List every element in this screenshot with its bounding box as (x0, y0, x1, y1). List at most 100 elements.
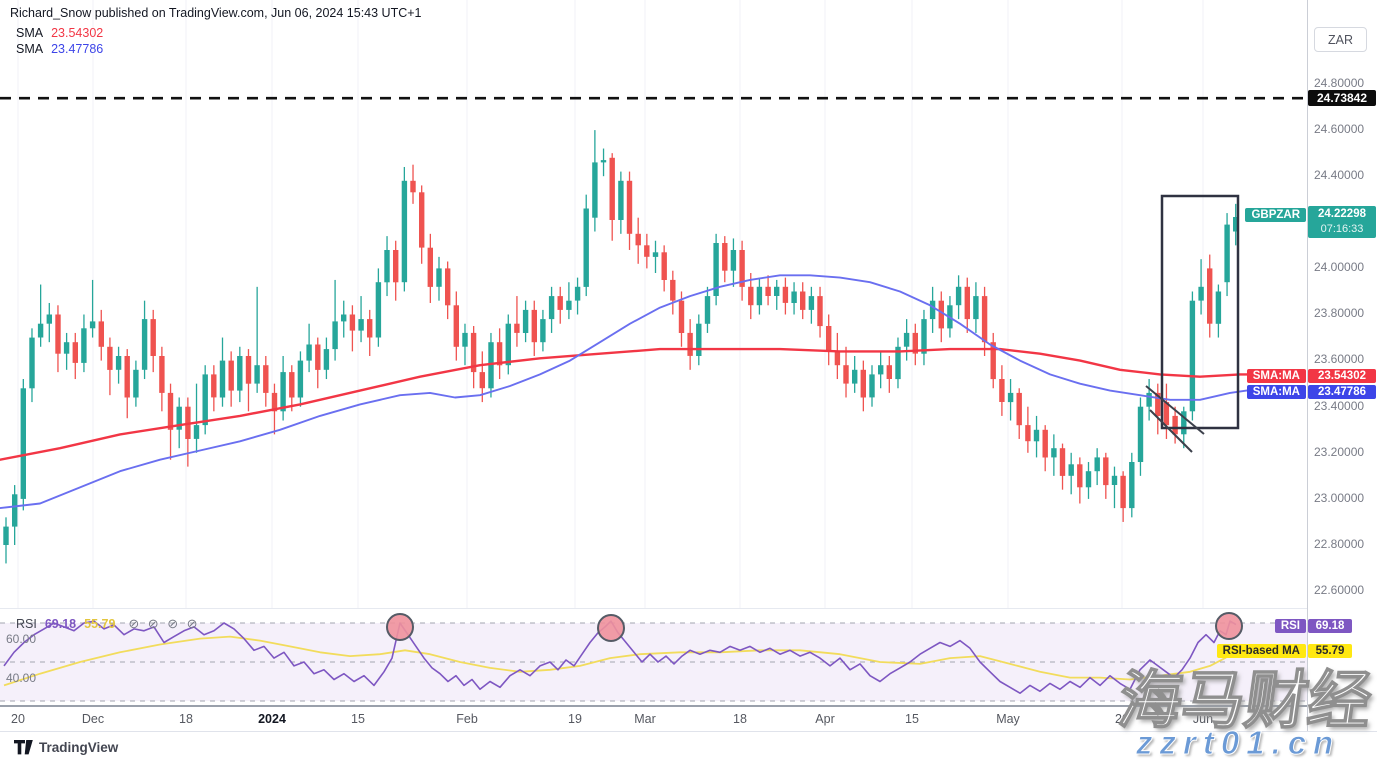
indicator-more-icon[interactable]: ⊘ (186, 616, 198, 631)
candle (618, 171, 624, 234)
rsi-ma-legend-value: 55.79 (84, 617, 116, 631)
candle (878, 351, 884, 389)
candle (739, 240, 745, 301)
candle (973, 282, 979, 333)
candle (141, 300, 148, 380)
candle (124, 349, 130, 419)
candle (661, 245, 667, 292)
candle (756, 277, 763, 315)
sma-legend-row-2: SMA 23.47786 (16, 42, 103, 56)
rsi-value-label: 69.18 (1308, 619, 1352, 633)
candle (496, 328, 503, 380)
candle (12, 485, 18, 545)
candle (912, 323, 918, 366)
candle (929, 286, 936, 333)
last-price-value: 24.22298 (1318, 208, 1366, 220)
indicator-delete-icon[interactable]: ⊘ (167, 616, 179, 631)
candle (1025, 406, 1031, 453)
candle (817, 286, 823, 338)
candle (470, 326, 477, 389)
candle (826, 314, 832, 366)
candle (1085, 462, 1092, 499)
candle (670, 270, 676, 315)
trendline[interactable] (1149, 409, 1193, 453)
candle (228, 351, 234, 407)
price-scale[interactable]: 24.80000 24.60000 24.40000 24.00000 23.80000… (1307, 0, 1377, 731)
currency-toggle-button[interactable]: ZAR (1314, 27, 1367, 52)
rsi-ma-badge: RSI-based MA (1216, 644, 1306, 658)
indicator-hide-icon[interactable]: ⊘ (128, 616, 140, 631)
candle (375, 268, 382, 347)
candle (436, 256, 442, 301)
candle (1120, 471, 1126, 522)
rsi-badge: RSI (1274, 619, 1306, 633)
candle (427, 233, 433, 303)
bar-countdown: 07:16:33 (1320, 223, 1364, 235)
time-scale[interactable]: 20 Dec 18 2024 15 Feb 19 Mar 18 Apr 15 May 20 Jun (0, 705, 1307, 731)
candle (63, 332, 70, 370)
candle (981, 286, 988, 356)
candle (202, 365, 208, 435)
candle (964, 277, 970, 333)
candle (1163, 383, 1170, 439)
rsi-tick-60: 60.00 (6, 632, 37, 646)
candlestick-chart[interactable] (0, 0, 1307, 608)
rsi-line (3, 620, 1237, 694)
rsi-indicator-pane[interactable] (0, 608, 1307, 705)
price-axis-label: 24.80000 (1314, 76, 1365, 90)
rsi-tick-40: 40.00 (6, 671, 37, 685)
candle (1155, 383, 1161, 435)
candle (696, 314, 702, 366)
indicator-settings-icon[interactable]: ⊘ (147, 616, 159, 631)
candle (938, 291, 944, 343)
candle (1172, 406, 1178, 444)
time-axis-label: 20 (11, 712, 25, 726)
candle (280, 355, 286, 421)
candle (367, 309, 373, 356)
overbought-marker-circle[interactable] (1215, 612, 1243, 640)
rsi-chart[interactable] (0, 609, 1307, 706)
sma-value: 23.54302 (51, 26, 104, 40)
candle (1042, 425, 1048, 472)
candle (306, 323, 312, 373)
trendline[interactable] (1145, 385, 1205, 435)
candle (1224, 213, 1230, 297)
price-axis-label: 22.60000 (1314, 583, 1365, 597)
candle (1111, 466, 1118, 509)
candle (315, 337, 321, 389)
time-axis-label: Apr (815, 712, 835, 726)
candle (782, 277, 789, 315)
candle (81, 314, 87, 373)
candle (393, 240, 399, 301)
highlight-box[interactable] (1160, 194, 1240, 430)
tradingview-wordmark[interactable]: TradingView (39, 740, 119, 755)
price-axis-label: 23.20000 (1314, 445, 1365, 459)
candle (167, 383, 174, 460)
level-price-label: 24.73842 (1308, 90, 1376, 106)
sma-blue-badge: SMA:MA (1246, 385, 1306, 399)
candle (592, 130, 598, 232)
price-chart-pane[interactable] (0, 0, 1307, 608)
candle (211, 365, 217, 412)
candle (652, 240, 659, 274)
time-axis-label: 15 (351, 712, 365, 726)
rsi-legend-buttons: ⊘ ⊘ ⊘ ⊘ (123, 616, 197, 632)
price-axis-label: 22.80000 (1314, 537, 1365, 551)
candle (29, 328, 35, 403)
overbought-marker-circle[interactable] (597, 614, 625, 642)
price-axis-label: 23.40000 (1314, 399, 1365, 413)
candle (955, 275, 962, 320)
price-axis-label: 24.40000 (1314, 168, 1365, 182)
candle (635, 217, 641, 264)
candle (774, 279, 780, 310)
candle (115, 346, 122, 384)
sma-red-price-label: 23.54302 (1308, 369, 1376, 383)
time-axis-label: 15 (905, 712, 919, 726)
tradingview-logo-icon[interactable] (14, 739, 33, 756)
overbought-marker-circle[interactable] (386, 613, 414, 641)
candle (1233, 203, 1239, 246)
candle (852, 355, 858, 393)
candle (72, 332, 78, 380)
time-axis-label: Feb (456, 712, 478, 726)
candle (297, 351, 304, 407)
